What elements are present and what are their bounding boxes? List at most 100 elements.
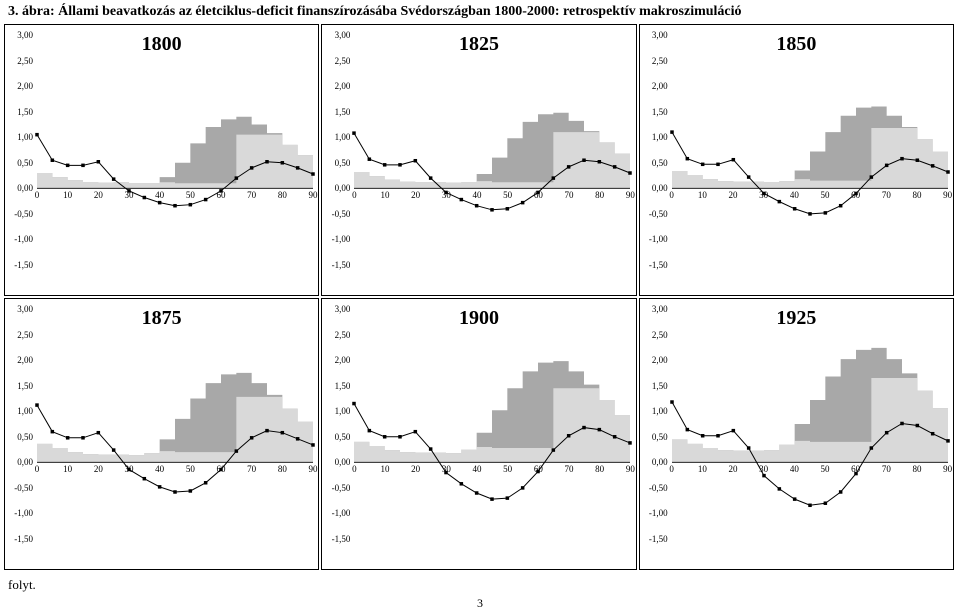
chart-panel: 3,002,502,001,501,000,500,00-0,50-1,00-1…: [4, 298, 319, 570]
series-marker: [143, 196, 147, 200]
y-tick-label: -0,50: [324, 209, 350, 219]
y-tick-label: 3,00: [324, 30, 350, 40]
y-tick-label: 2,00: [7, 355, 33, 365]
series-marker: [567, 434, 571, 438]
series-marker: [552, 448, 556, 452]
series-marker: [158, 201, 162, 205]
chart-grid: 3,00 2,50 2,00 1,50 1,00 0,50 0,00 -0,50 -1,00 -1…: [4, 24, 956, 572]
series-marker: [823, 501, 827, 505]
y-tick-label: 0,50: [642, 432, 668, 442]
series-marker: [219, 468, 223, 472]
series-marker: [250, 166, 254, 170]
series-marker: [460, 482, 464, 486]
series-marker: [521, 486, 525, 490]
series-marker: [368, 429, 372, 433]
y-tick-label: -1,00: [7, 508, 33, 518]
y-tick-label: 2,00: [642, 355, 668, 365]
series-marker: [281, 431, 285, 435]
series-marker: [793, 497, 797, 501]
y-tick-label: 0,50: [7, 158, 33, 168]
y-tick-label: 2,00: [324, 355, 350, 365]
series-marker: [839, 490, 843, 494]
series-marker: [685, 157, 689, 161]
series-marker: [629, 171, 633, 175]
plot-svg: [672, 309, 948, 539]
series-marker: [66, 164, 70, 168]
grid-row: 3,00 2,50 2,00 1,50 1,00 0,50 0,00 -0,50 -1,00 -1…: [4, 24, 956, 298]
series-marker: [701, 434, 705, 438]
series-marker: [731, 158, 735, 162]
y-tick-label: -1,00: [324, 508, 350, 518]
y-tick-label: 2,50: [7, 330, 33, 340]
series-marker: [716, 434, 720, 438]
series-marker: [701, 163, 705, 167]
chart-panel: 3,002,502,001,501,000,500,00-0,50-1,00-1…: [639, 298, 954, 570]
series-marker: [915, 424, 919, 428]
y-tick-label: 1,00: [7, 406, 33, 416]
y-tick-label: 0,00: [642, 457, 668, 467]
y-tick-label: 1,50: [642, 381, 668, 391]
y-tick-label: 2,50: [324, 56, 350, 66]
figure-title: 3. ábra: Állami beavatkozás az életciklu…: [8, 4, 742, 20]
series-marker: [716, 163, 720, 167]
series-marker: [629, 441, 633, 445]
plot-svg: [37, 35, 313, 265]
y-tick-label: 1,50: [642, 107, 668, 117]
y-tick-label: 1,00: [324, 132, 350, 142]
series-marker: [839, 204, 843, 208]
y-tick-label: -1,50: [642, 260, 668, 270]
y-tick-label: 3,00: [7, 30, 33, 40]
series-marker: [747, 446, 751, 450]
series-marker: [900, 157, 904, 161]
y-tick-label: -1,50: [7, 534, 33, 544]
y-tick-label: 0,00: [7, 183, 33, 193]
y-tick-label: 1,50: [7, 381, 33, 391]
series-marker: [204, 481, 208, 485]
series-marker: [946, 439, 950, 443]
series-marker: [491, 208, 495, 212]
series-marker: [204, 198, 208, 202]
plot-svg: [354, 309, 630, 539]
y-tick-label: 2,00: [642, 81, 668, 91]
series-marker: [429, 176, 433, 180]
series-marker: [475, 491, 479, 495]
plot-svg: [354, 35, 630, 265]
series-marker: [777, 487, 781, 491]
series-marker: [353, 131, 357, 135]
series-marker: [383, 435, 387, 439]
y-tick-label: 1,00: [324, 406, 350, 416]
series-marker: [567, 165, 571, 169]
series-marker: [281, 161, 285, 165]
series-marker: [598, 428, 602, 432]
series-marker: [931, 164, 935, 168]
series-marker: [296, 166, 300, 170]
series-marker: [869, 175, 873, 179]
series-marker: [399, 163, 403, 167]
y-tick-label: -0,50: [324, 483, 350, 493]
y-tick-label: 1,50: [324, 107, 350, 117]
series-marker: [143, 477, 147, 481]
series-marker: [685, 428, 689, 432]
series-marker: [854, 472, 858, 476]
series-marker: [885, 164, 889, 168]
series-marker: [731, 429, 735, 433]
y-tick-label: -0,50: [7, 483, 33, 493]
series-marker: [97, 431, 101, 435]
series-marker: [189, 203, 193, 207]
series-marker: [521, 201, 525, 205]
series-marker: [777, 200, 781, 204]
y-tick-label: 1,00: [642, 132, 668, 142]
y-tick-label: 0,00: [642, 183, 668, 193]
series-marker: [583, 426, 587, 430]
series-marker: [414, 430, 418, 434]
series-marker: [158, 485, 162, 489]
series-marker: [823, 211, 827, 215]
series-marker: [112, 448, 116, 452]
series-marker: [670, 400, 674, 404]
series-marker: [552, 176, 556, 180]
y-tick-label: -1,00: [642, 234, 668, 244]
series-marker: [598, 160, 602, 164]
series-marker: [127, 189, 131, 193]
y-tick-label: 3,00: [7, 304, 33, 314]
y-tick-label: 2,50: [642, 56, 668, 66]
